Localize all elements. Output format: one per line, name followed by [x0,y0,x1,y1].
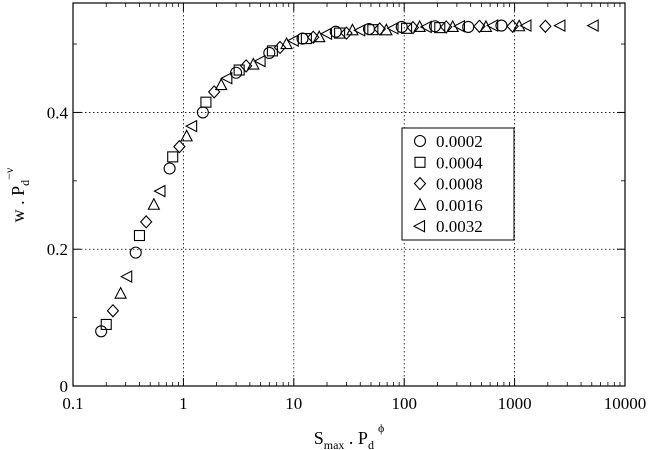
legend-marker [413,176,427,191]
y-axis-label: w . Pd−ν [2,167,32,222]
data-point [173,139,186,154]
data-point [439,20,453,34]
data-point [214,77,228,91]
data-point [553,19,566,32]
data-point [452,19,466,33]
data-point [163,162,176,175]
data-point [373,22,386,36]
series-0.0004 [100,22,446,330]
y-tick-label: 0.4 [47,103,69,122]
data-point [147,197,161,210]
x-tick-label: 100 [391,394,417,413]
x-axis-label: Smax . Pdϕ [314,421,385,450]
legend-label: 0.0008 [436,175,483,194]
data-point [586,19,599,32]
x-tick-label: 0.1 [62,394,83,413]
data-point [230,66,243,79]
x-tick-label: 1 [179,394,188,413]
data-point [286,34,299,48]
series-0.0008 [106,19,552,318]
legend-marker [413,197,427,210]
data-point [167,151,179,163]
data-point [114,286,128,299]
data-point [263,46,276,59]
data-point [334,27,346,39]
data-point [312,30,326,43]
data-point [133,229,146,242]
data-point [462,20,475,33]
y-tick-label: 0 [60,377,69,396]
x-tick-label: 10000 [604,394,647,413]
data-point [353,23,366,37]
axis-ticks: 0.1 1 10 100 1000 10000 0 0.2 0.4 [47,3,647,413]
series-0.0032 [120,19,599,283]
data-point [486,19,499,32]
data-point [120,270,133,283]
legend: 0.0002 0.0004 0.0008 0.0016 0.0032 [401,127,515,241]
legend-label: 0.0002 [436,132,483,151]
legend-label: 0.0032 [436,217,483,236]
data-point [184,119,198,133]
legend-marker [413,134,427,148]
data-point [419,20,432,34]
x-tick-label: 10 [285,394,302,413]
data-point [386,21,399,35]
data-point [207,85,221,99]
data-point [434,22,446,34]
data-point [367,24,379,36]
x-tick-label: 1000 [498,394,532,413]
data-point [319,27,333,41]
data-point [180,129,194,142]
legend-label: 0.0016 [436,196,483,215]
data-point [539,19,552,34]
data-point [253,54,266,68]
data-point [280,36,293,50]
data-point [400,22,413,34]
data-point [139,215,153,229]
data-point [153,184,166,198]
grid [73,3,625,386]
data-point [446,19,460,32]
data-point [495,19,508,32]
data-point [200,96,212,108]
data-point [100,318,112,330]
data-point [233,64,245,76]
data-marks [95,19,599,338]
data-point [506,19,519,34]
legend-marker [414,156,426,168]
data-point [129,246,142,259]
data-point [273,40,287,55]
data-point [196,106,209,119]
data-point [340,26,353,40]
plot-area-frame [72,2,626,387]
data-point [473,19,486,34]
data-point [300,33,312,45]
legend-label: 0.0004 [436,153,483,172]
legend-marker [412,219,426,233]
data-point [329,25,342,38]
data-point [512,19,526,32]
data-point [239,59,253,73]
data-point [246,57,260,70]
y-tick-label: 0.2 [47,240,68,259]
data-point [220,71,233,85]
data-point [106,303,120,318]
data-point [519,19,532,32]
